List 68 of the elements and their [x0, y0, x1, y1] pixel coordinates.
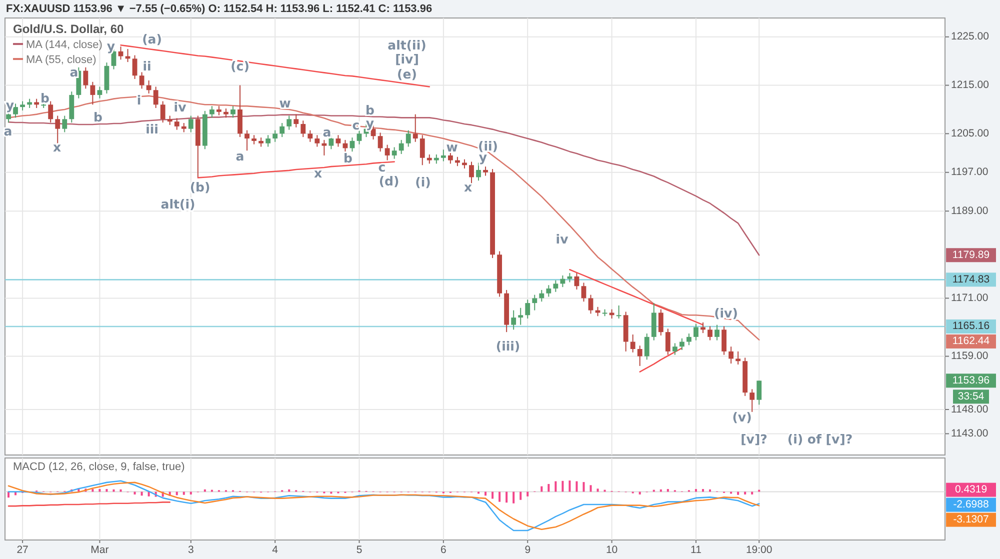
x-tick-label: Mar [90, 544, 110, 556]
ref-line-label: 1174.83 [952, 273, 990, 286]
y-tick-label: 1205.00 [951, 127, 990, 140]
annotation: a [322, 124, 332, 140]
annotation: iv [556, 231, 568, 246]
annotation: a [236, 148, 244, 164]
annotation: x [314, 165, 322, 180]
text: 1162.44 [952, 335, 990, 348]
text: 1153.96 [952, 374, 990, 386]
text: -3.1307 [953, 514, 989, 526]
chart-title: Gold/U.S. Dollar, 60 [13, 22, 124, 36]
ref-line-label: 1165.16 [952, 320, 990, 332]
annotation: (i) [415, 174, 431, 190]
text: -2.6988 [953, 498, 989, 511]
y-tick-label: 1171.00 [951, 292, 988, 304]
y-tick-label: 1143.00 [951, 427, 988, 440]
y-tick-label: 1215.00 [951, 79, 990, 92]
x-tick-label: 9 [524, 544, 531, 556]
legend-label: MA (144, close) [26, 39, 102, 51]
annotation: (i) of [v]? [787, 431, 853, 446]
annotation: a [70, 64, 78, 80]
annotation: y [106, 38, 116, 54]
x-tick-label: 6 [440, 544, 447, 556]
y-tick-label: 1159.00 [951, 350, 988, 362]
annotation: (a) [142, 31, 162, 46]
text: 1179.89 [952, 248, 990, 261]
annotation: b [94, 109, 103, 124]
x-tick-label: 4 [272, 544, 278, 556]
annotation: [iv] [395, 51, 419, 66]
x-tick-label: 5 [356, 544, 362, 556]
y-tick-label: 1189.00 [951, 204, 988, 217]
text: 0.4319 [954, 484, 988, 496]
annotation: (d) [378, 173, 400, 188]
annotation: c [378, 159, 386, 174]
annotation: (iv) [714, 305, 738, 320]
annotation: ii [142, 58, 152, 74]
text: 33:54 [958, 390, 984, 402]
chart-subtitle: FX:XAUUSD 1153.96 ▼ −7.55 (−0.65%) O: 1152.54 H: 1153.96 L: 1152.41 C: 1153.96 [6, 3, 432, 15]
chart-title: MACD (12, 26, close, 9, false, true) [13, 461, 185, 473]
x-tick-label: 19:00 [746, 544, 772, 556]
annotation: (b) [190, 179, 210, 194]
annotation: w [279, 95, 292, 110]
x-tick-label: 11 [690, 544, 702, 556]
y-tick-label: 1148.00 [951, 403, 988, 416]
annotation: [v]? [740, 431, 768, 446]
annotation: i [136, 92, 142, 108]
annotation: x [464, 179, 472, 194]
x-tick-label: 27 [16, 544, 29, 556]
annotation: (c) [230, 58, 250, 74]
annotation: iv [174, 99, 186, 114]
annotation: (e) [397, 66, 417, 82]
annotation: x [52, 139, 62, 154]
x-tick-label: 10 [606, 544, 618, 556]
annotation: y [366, 115, 374, 130]
annotation: b [344, 150, 353, 166]
annotation: alt(ii) [388, 37, 426, 52]
y-tick-label: 1225.00 [951, 30, 990, 43]
annotation: b [40, 90, 50, 106]
annotation: (iii) [496, 338, 520, 354]
x-tick-label: 3 [188, 544, 194, 556]
annotation: b [366, 102, 375, 118]
legend-label: MA (55, close) [26, 54, 96, 66]
annotation: iii [146, 121, 158, 136]
annotation: y [6, 97, 14, 112]
y-tick-label: 1197.00 [951, 166, 988, 178]
annotation: alt(i) [160, 196, 196, 212]
annotation: w [446, 139, 458, 154]
annotation: (v) [732, 409, 752, 424]
